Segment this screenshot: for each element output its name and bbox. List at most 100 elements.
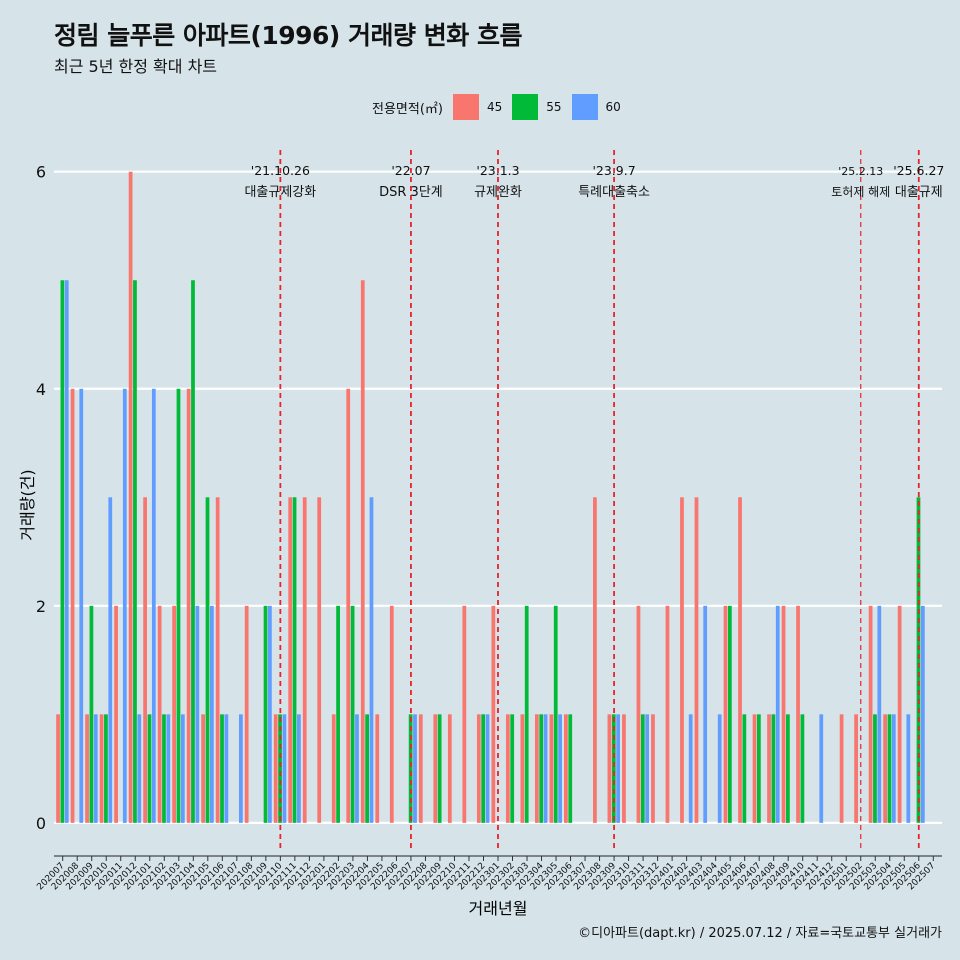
bar-55-202111	[292, 497, 297, 823]
bar-60-202111	[297, 714, 301, 823]
legend: 전용면적(㎡) 45 55 60	[372, 93, 631, 121]
bar-45-202304	[535, 714, 539, 823]
bar-55-202104	[191, 280, 195, 823]
bar-55-202409	[786, 714, 790, 823]
bar-55-202406	[742, 714, 747, 823]
bar-60-202402	[688, 714, 693, 823]
bar-60-202106	[224, 714, 229, 823]
event-date: '21.10.26	[251, 163, 310, 178]
bar-45-202009	[85, 714, 89, 823]
bar-60-202503	[877, 605, 882, 823]
legend-key-45	[452, 94, 479, 120]
event-date: '25.6.27	[893, 163, 944, 178]
bar-45-202102	[157, 605, 162, 823]
bar-45-202311	[636, 605, 641, 823]
bar-60-202403	[703, 605, 708, 823]
bar-45-202206	[389, 605, 394, 823]
bar-60-202012	[137, 714, 142, 823]
bar-55-202007	[60, 280, 65, 823]
bar-45-202504	[883, 714, 887, 823]
bar-45-202101	[143, 497, 147, 823]
bar-55-202212	[481, 714, 486, 823]
legend-item-45: 45	[452, 94, 502, 120]
legend-key-60	[571, 94, 598, 120]
bar-60-202204	[369, 497, 374, 823]
bar-60-202309	[616, 714, 620, 823]
bar-55-202109	[263, 605, 268, 823]
y-tick-label: 4	[36, 380, 46, 399]
bar-55-202306	[568, 714, 573, 823]
bar-55-202103	[176, 388, 181, 823]
bar-45-202010	[99, 714, 104, 823]
bar-45-202112	[302, 497, 307, 823]
bar-60-202506	[920, 605, 925, 823]
bar-45-202110	[273, 714, 278, 823]
bar-55-202207	[408, 714, 413, 823]
bar-60-202505	[906, 714, 911, 823]
bar-45-202502	[854, 714, 858, 823]
bar-45-202312	[651, 714, 655, 823]
bar-45-202406	[738, 497, 742, 823]
event-label: DSR 3단계	[379, 185, 443, 200]
bar-55-202009	[89, 605, 94, 823]
bar-55-202305	[553, 605, 558, 823]
bar-55-202012	[133, 280, 137, 823]
bar-60-202102	[166, 714, 171, 823]
bar-55-202410	[800, 714, 805, 823]
bar-55-202203	[350, 605, 355, 823]
bar-45-202202	[331, 714, 336, 823]
bar-45-202212	[476, 714, 481, 823]
bar-55-202102	[162, 714, 166, 823]
bar-55-202504	[887, 714, 892, 823]
bar-45-202402	[680, 497, 684, 823]
bar-45-202501	[839, 714, 844, 823]
bar-60-202207	[413, 714, 417, 823]
bar-60-202011	[122, 388, 127, 823]
bar-55-202101	[147, 714, 152, 823]
event-lines: '21.10.26 대출규제강화 '22.07 DSR 3단계 '23.1.3 규제완화 '…	[244, 150, 944, 850]
bar-60-202010	[108, 497, 113, 823]
y-tick-label: 2	[36, 597, 46, 616]
bar-60-202007	[64, 280, 69, 823]
bar-60-202212	[485, 714, 490, 823]
bar-45-202303	[520, 714, 525, 823]
bar-45-202407	[752, 714, 757, 823]
bar-55-202209	[437, 714, 442, 823]
bar-55-202010	[104, 714, 108, 823]
bar-45-202205	[375, 714, 380, 823]
bar-45-202505	[897, 605, 902, 823]
bar-45-202408	[767, 714, 771, 823]
bar-45-202105	[201, 714, 206, 823]
bar-45-202012	[128, 171, 133, 823]
bar-45-202108	[244, 605, 249, 823]
bar-55-202309	[611, 714, 616, 823]
bar-45-202208	[418, 714, 423, 823]
event-label: 특례대출축소	[578, 185, 650, 200]
bar-60-202504	[891, 714, 896, 823]
bar-45-202410	[796, 605, 800, 823]
bar-60-202408	[775, 605, 780, 823]
event-label: 대출규제강화	[244, 185, 316, 200]
bar-45-202409	[781, 605, 786, 823]
bar-45-202305	[549, 714, 554, 823]
bar-60-202110	[282, 714, 287, 823]
legend-label-55: 55	[546, 100, 562, 114]
bar-45-202111	[288, 497, 293, 823]
bar-55-202202	[336, 605, 340, 823]
bar-60-202105	[209, 605, 214, 823]
bar-60-202107	[239, 714, 243, 823]
bar-45-202306	[564, 714, 568, 823]
y-tick-label: 6	[36, 163, 46, 182]
bar-60-202304	[543, 714, 548, 823]
bar-45-202203	[346, 388, 351, 823]
bar-55-202506	[916, 497, 921, 823]
bar-55-202105	[205, 497, 210, 823]
y-tick-label: 0	[36, 814, 46, 833]
bar-45-202011	[114, 605, 118, 823]
y-axis-label: 거래량(건)	[18, 469, 37, 540]
event-label: 규제완화	[474, 185, 522, 200]
bar-45-202104	[186, 388, 191, 823]
bar-60-202101	[151, 388, 156, 823]
bar-45-202204	[360, 280, 365, 823]
